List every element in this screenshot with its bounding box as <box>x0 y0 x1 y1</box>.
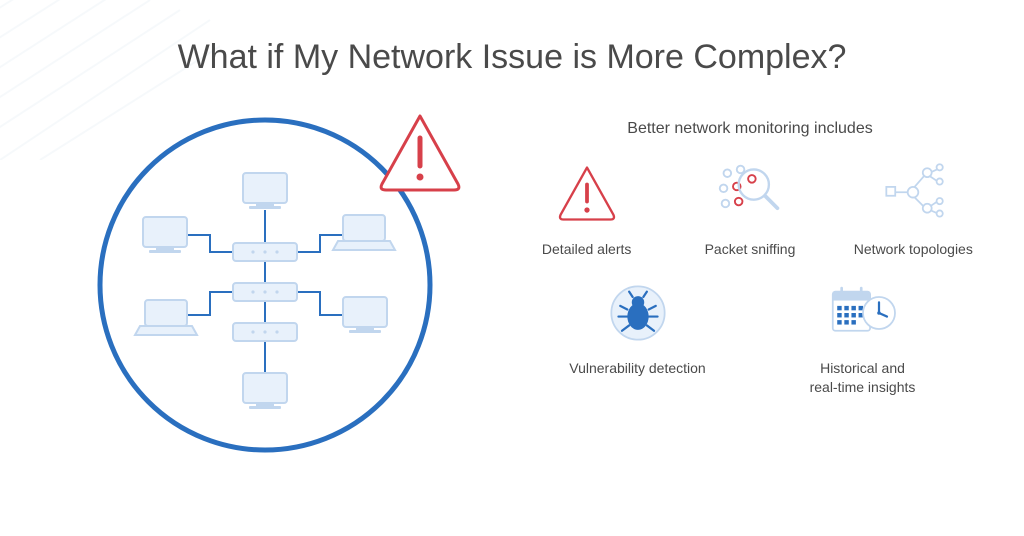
feature-label: Network topologies <box>854 240 973 259</box>
feature-detailed-alerts: Detailed alerts <box>509 158 664 259</box>
feature-packet-sniffing: Packet sniffing <box>672 158 827 259</box>
network-topology-icon <box>125 165 405 425</box>
feature-label: Packet sniffing <box>705 240 796 259</box>
feature-label: Detailed alerts <box>542 240 632 259</box>
feature-row-1: Detailed alerts Packet sniffing <box>505 158 995 259</box>
page-title: What if My Network Issue is More Complex… <box>0 38 1024 77</box>
features-panel: Better network monitoring includes Detai… <box>505 120 995 415</box>
features-heading: Better network monitoring includes <box>505 120 995 138</box>
alert-icon <box>375 110 465 200</box>
feature-historical-insights: Historical andreal-time insights <box>785 277 940 397</box>
topology-graph-icon <box>877 158 949 230</box>
feature-vulnerability-detection: Vulnerability detection <box>560 277 715 397</box>
alert-triangle-icon <box>551 158 623 230</box>
feature-network-topologies: Network topologies <box>836 158 991 259</box>
feature-label: Historical andreal-time insights <box>810 359 916 397</box>
calendar-clock-icon <box>827 277 899 349</box>
bug-icon <box>602 277 674 349</box>
magnifier-dots-icon <box>714 158 786 230</box>
feature-row-2: Vulnerability detection <box>505 277 995 397</box>
feature-label: Vulnerability detection <box>569 359 705 378</box>
network-diagram <box>95 115 435 455</box>
